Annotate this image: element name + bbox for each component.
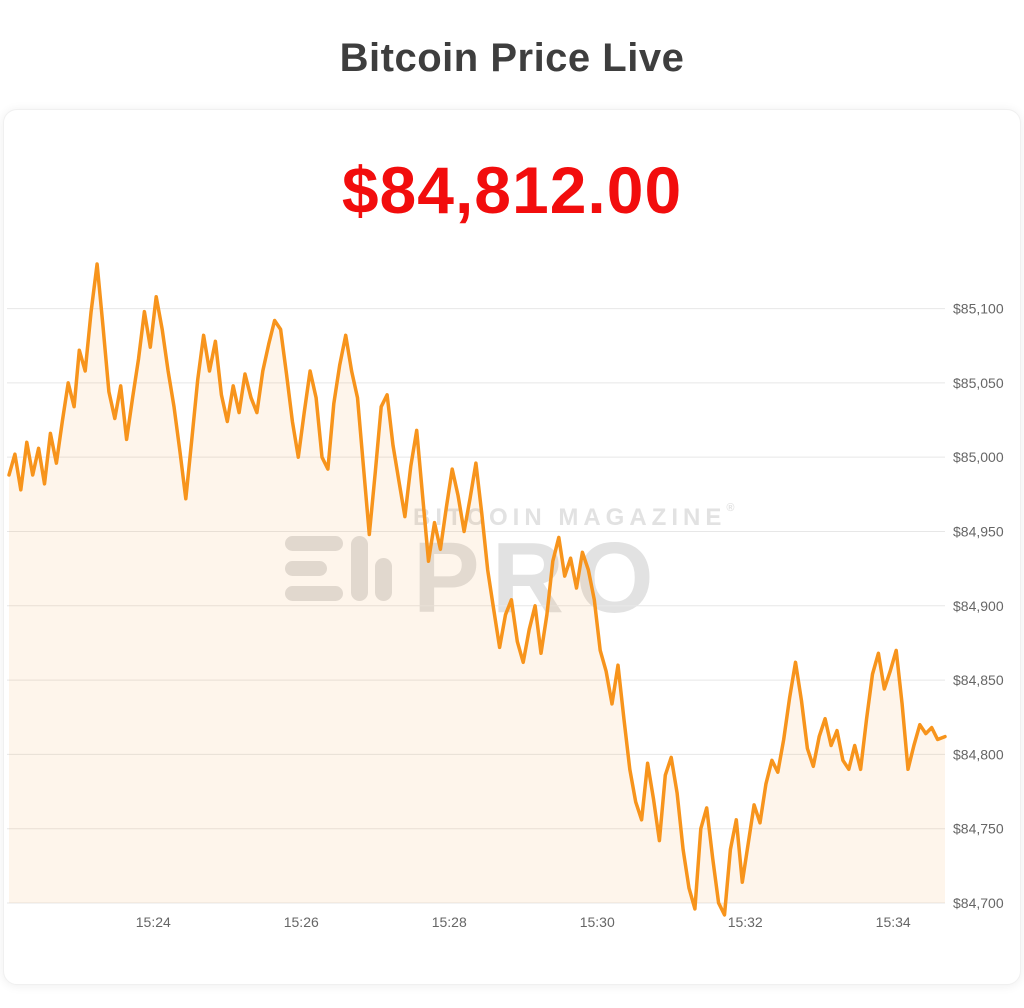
y-axis-tick-label: $84,700 [953,895,1004,911]
chart-area: BITCOIN MAGAZINE® PRO $85,100 $85,050 $85,… [7,256,1017,946]
y-axis-tick-label: $84,900 [953,598,1004,614]
registered-mark: ® [726,502,735,514]
x-axis-tick-label: 15:34 [876,914,911,930]
bitcoin-magazine-pro-logo-icon [285,528,395,617]
y-axis-tick-label: $84,950 [953,523,1004,539]
page-title: Bitcoin Price Live [339,36,685,80]
y-axis-tick-label: $85,100 [953,301,1004,317]
x-axis-tick-label: 15:32 [728,914,763,930]
price-area-fill [9,264,945,915]
price-line [7,262,947,917]
y-axis-tick-label: $84,750 [953,821,1004,837]
y-axis-tick-label: $84,850 [953,672,1004,688]
x-axis-tick-label: 15:24 [136,914,171,930]
x-axis-tick-label: 15:28 [432,914,467,930]
live-price-value: $84,812.00 [341,153,683,227]
x-axis-tick-label: 15:30 [580,914,615,930]
y-axis-tick-label: $85,050 [953,375,1004,391]
y-axis-tick-label: $85,000 [953,449,1004,465]
x-axis-tick-label: 15:26 [284,914,319,930]
price-chart-card: $84,812.00 BITCOIN MAGAZINE® PRO [3,109,1021,985]
y-axis-tick-label: $84,800 [953,746,1004,762]
bitcoin-price-line-chart[interactable]: $85,100 $85,050 $85,000 $84,950 $84,900 $84,8… [7,256,1017,946]
